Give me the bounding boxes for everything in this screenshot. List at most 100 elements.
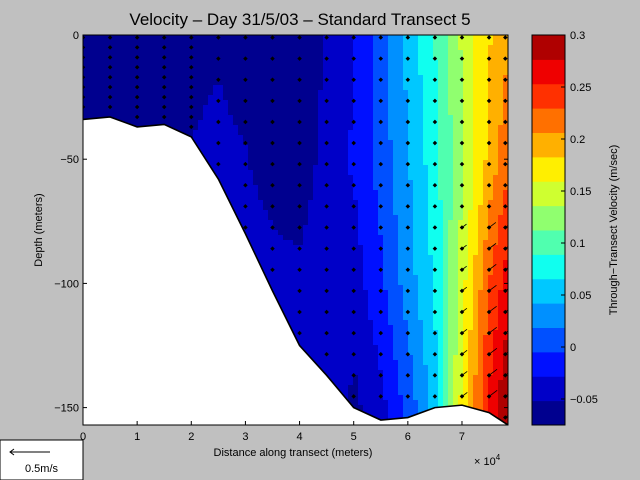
velocity-cell [368,120,374,126]
velocity-cell [203,80,209,86]
velocity-cell [303,160,309,166]
velocity-cell [303,195,309,201]
velocity-cell [303,140,309,146]
velocity-cell [378,105,384,111]
velocity-cell [393,75,399,81]
velocity-cell [83,35,89,41]
velocity-cell [88,90,94,96]
velocity-cell [208,50,214,56]
velocity-cell [273,80,279,86]
velocity-cell [393,135,399,141]
velocity-cell [378,165,384,171]
velocity-cell [103,35,109,41]
velocity-cell [383,305,389,311]
velocity-cell [253,215,259,221]
velocity-cell [313,280,319,286]
velocity-cell [363,335,369,341]
velocity-cell [308,90,314,96]
velocity-cell [233,50,239,56]
velocity-cell [343,135,349,141]
velocity-cell [353,100,359,106]
velocity-cell [148,90,154,96]
velocity-cell [343,125,349,131]
velocity-cell [173,45,179,51]
velocity-cell [378,380,384,386]
velocity-cell [143,50,149,56]
velocity-cell [323,40,329,46]
velocity-cell [323,130,329,136]
velocity-cell [233,205,239,211]
velocity-cell [288,255,294,261]
velocity-cell [313,355,319,361]
velocity-cell [138,75,144,81]
velocity-cell [233,180,239,186]
velocity-cell [248,105,254,111]
velocity-cell [378,295,384,301]
velocity-cell [343,130,349,136]
velocity-cell [248,175,254,181]
velocity-cell [243,90,249,96]
velocity-cell [243,75,249,81]
velocity-cell [358,235,364,241]
velocity-cell [258,185,264,191]
velocity-cell [313,335,319,341]
velocity-cell [283,85,289,91]
velocity-cell [153,80,159,86]
velocity-cell [328,310,334,316]
velocity-cell [148,100,154,106]
velocity-cell [308,240,314,246]
velocity-cell [393,185,399,191]
velocity-cell [258,50,264,56]
velocity-cell [298,50,304,56]
velocity-cell [223,170,229,176]
velocity-cell [208,160,214,166]
velocity-cell [333,335,339,341]
velocity-cell [358,120,364,126]
velocity-cell [358,115,364,121]
velocity-cell [278,35,284,41]
velocity-cell [193,110,199,116]
velocity-cell [258,40,264,46]
velocity-cell [308,140,314,146]
velocity-cell [293,145,299,151]
velocity-cell [298,285,304,291]
velocity-cell [333,190,339,196]
velocity-cell [228,65,234,71]
velocity-cell [323,90,329,96]
velocity-cell [363,345,369,351]
velocity-cell [398,165,404,171]
velocity-cell [353,55,359,61]
velocity-cell [203,95,209,101]
velocity-cell [133,90,139,96]
velocity-cell [223,115,229,121]
velocity-cell [203,120,209,126]
velocity-cell [103,40,109,46]
velocity-cell [368,180,374,186]
velocity-cell [243,130,249,136]
velocity-cell [98,40,104,46]
velocity-cell [298,270,304,276]
velocity-cell [348,170,354,176]
velocity-cell [388,255,394,261]
velocity-cell [333,295,339,301]
velocity-cell [198,60,204,66]
velocity-cell [368,340,374,346]
velocity-cell [328,55,334,61]
velocity-cell [343,225,349,231]
velocity-cell [363,310,369,316]
velocity-cell [288,275,294,281]
velocity-cell [243,155,249,161]
velocity-cell [318,315,324,321]
velocity-cell [248,215,254,221]
velocity-cell [233,175,239,181]
velocity-cell [243,105,249,111]
velocity-cell [183,85,189,91]
velocity-cell [278,85,284,91]
velocity-cell [83,100,89,106]
velocity-cell [398,190,404,196]
velocity-cell [368,400,374,406]
velocity-cell [343,195,349,201]
velocity-cell [353,150,359,156]
velocity-cell [333,365,339,371]
velocity-cell [138,95,144,101]
